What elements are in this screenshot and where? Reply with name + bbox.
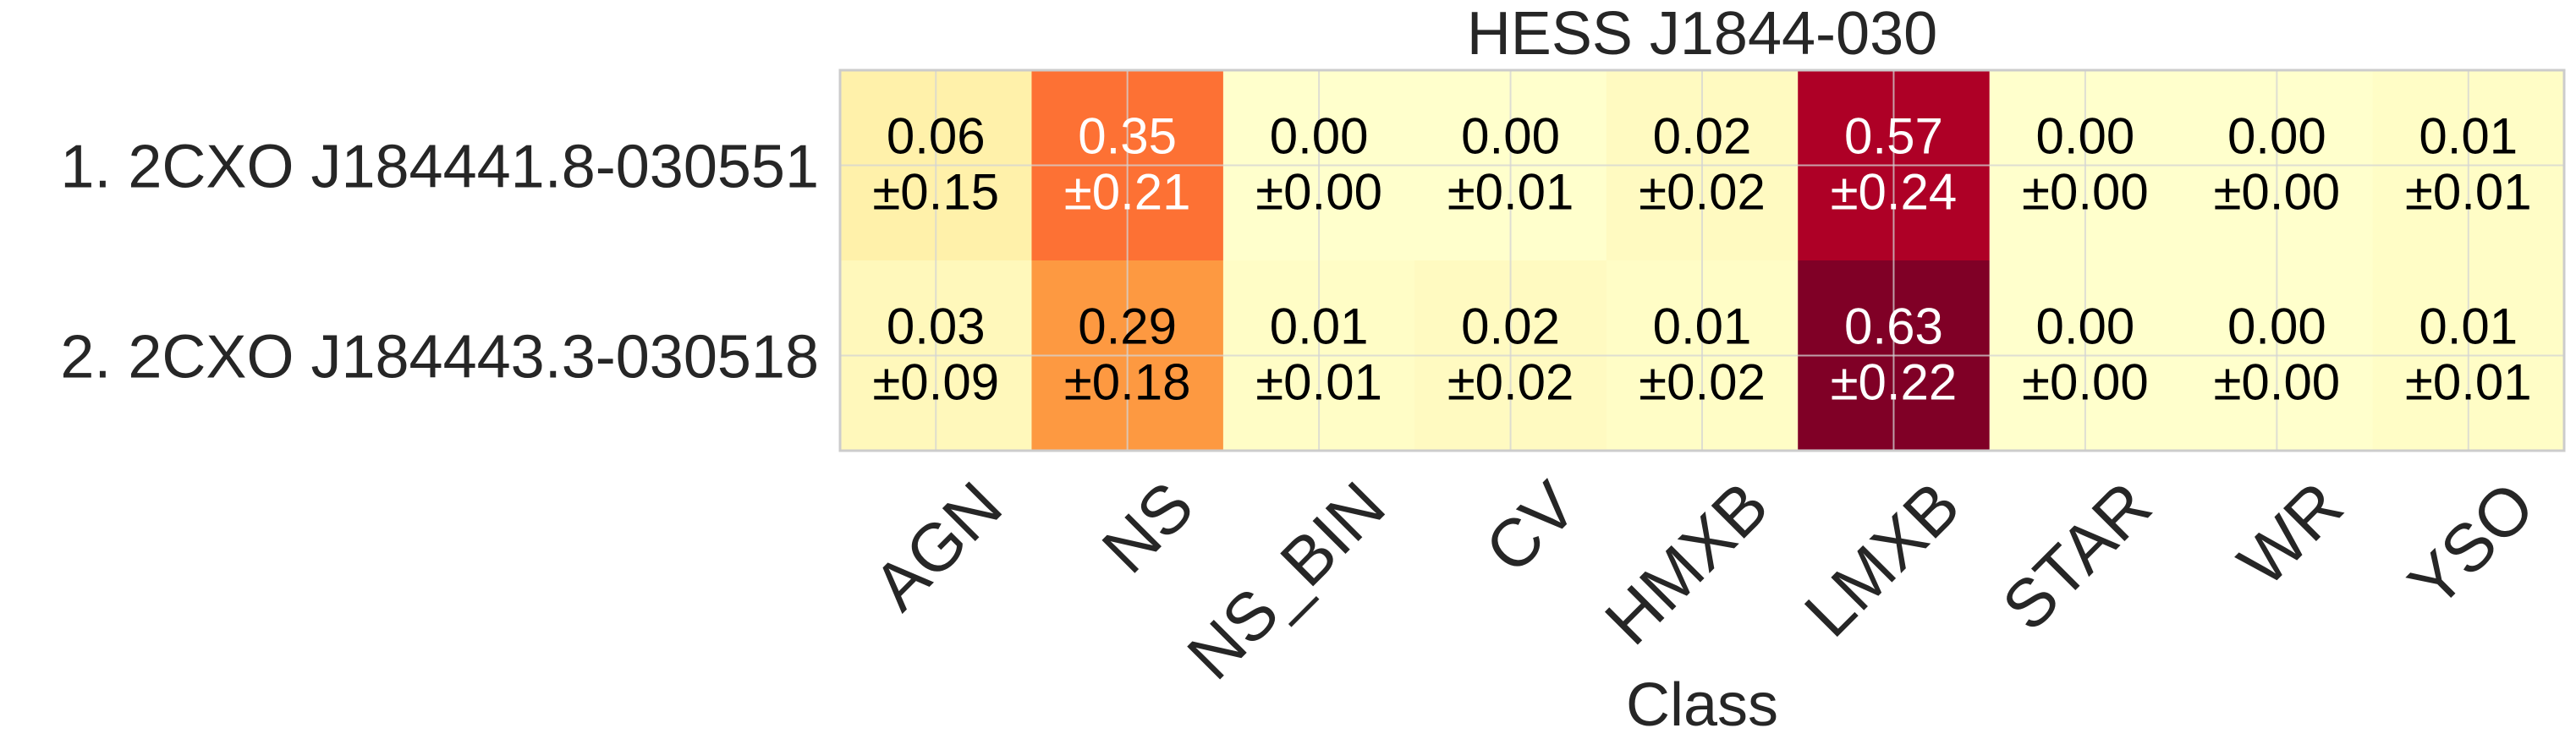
x-tick-label: CV (1471, 467, 1591, 587)
x-tick-label: HMXB (1590, 468, 1782, 659)
cell-error-label: ±0.01 (1255, 354, 1382, 411)
cell-error-label: ±0.00 (2213, 354, 2340, 411)
cell-error-label: ±0.02 (1639, 164, 1766, 221)
x-tick-label: WR (2224, 468, 2357, 600)
cell-value-label: 0.00 (2227, 108, 2326, 165)
x-tick-label: LMXB (1790, 468, 1974, 651)
cell-value-label: 0.00 (2035, 108, 2134, 165)
cell-value-label: 0.01 (2419, 108, 2518, 165)
cell-value-label: 0.06 (887, 108, 986, 165)
cell-value-label: 0.01 (1270, 298, 1369, 355)
cell-value-label: 0.57 (1844, 108, 1943, 165)
x-tick-label: AGN (859, 468, 1016, 625)
cell-error-label: ±0.01 (2405, 164, 2532, 221)
cell-value-label: 0.00 (2035, 298, 2134, 355)
plot-frame (838, 68, 2566, 452)
grid-lines (840, 70, 2564, 451)
cell-value-label: 0.00 (1461, 108, 1560, 165)
cell-value-labels: 0.06±0.150.35±0.210.00±0.000.00±0.010.02… (872, 108, 2531, 411)
cell-value-label: 0.00 (2227, 298, 2326, 355)
y-tick-label: 1. 2CXO J184441.8-030551 (60, 134, 819, 201)
y-tick-labels: 1. 2CXO J184441.8-030551 2. 2CXO J184443.… (60, 134, 819, 391)
cell-error-label: ±0.00 (2022, 354, 2149, 411)
cell-value-label: 0.00 (1270, 108, 1369, 165)
x-tick-label: NS (1088, 468, 1208, 588)
cell-error-label: ±0.01 (1447, 164, 1574, 221)
cell-error-label: ±0.18 (1064, 354, 1191, 411)
cell-value-label: 0.02 (1653, 108, 1752, 165)
cell-error-label: ±0.00 (2022, 164, 2149, 221)
cell-error-label: ±0.02 (1447, 354, 1574, 411)
chart-title: HESS J1844-030 (1467, 0, 1937, 68)
cell-value-label: 0.29 (1078, 298, 1177, 355)
cell-value-label: 0.01 (1653, 298, 1752, 355)
cell-value-label: 0.02 (1461, 298, 1560, 355)
cell-error-label: ±0.15 (872, 164, 999, 221)
cell-error-label: ±0.22 (1831, 354, 1958, 411)
cell-error-label: ±0.00 (2213, 164, 2340, 221)
cell-error-label: ±0.00 (1255, 164, 1382, 221)
x-tick-label: YSO (2394, 468, 2548, 621)
cell-value-label: 0.35 (1078, 108, 1177, 165)
x-tick-label: STAR (1988, 468, 2166, 645)
x-tick-label: NS_BIN (1173, 468, 1399, 693)
cell-error-label: ±0.01 (2405, 354, 2532, 411)
cell-error-label: ±0.09 (872, 354, 999, 411)
cell-value-label: 0.03 (887, 298, 986, 355)
cell-value-label: 0.01 (2419, 298, 2518, 355)
cell-error-label: ±0.02 (1639, 354, 1766, 411)
cell-value-label: 0.63 (1844, 298, 1943, 355)
y-tick-label: 2. 2CXO J184443.3-030518 (60, 324, 819, 391)
x-axis-label: Class (1626, 671, 1778, 739)
cell-error-label: ±0.24 (1831, 164, 1958, 221)
cell-error-label: ±0.21 (1064, 164, 1191, 221)
